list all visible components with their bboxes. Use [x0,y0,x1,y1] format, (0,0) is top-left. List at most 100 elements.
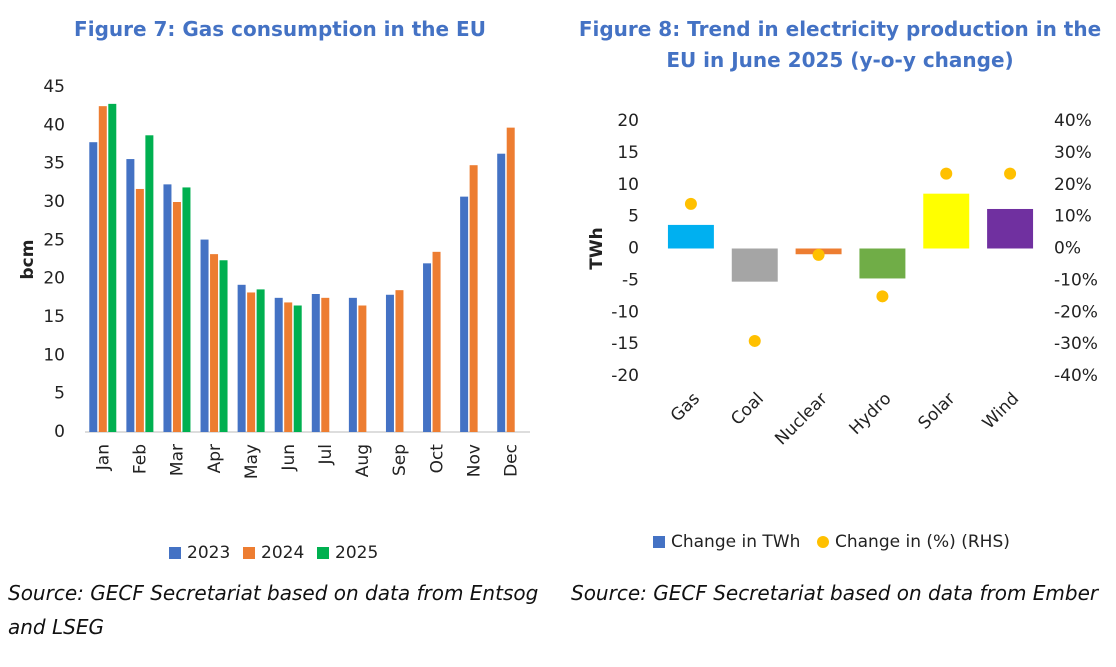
bar [135,188,144,432]
legend-marker [817,536,829,548]
y-tick-label: -10% [1054,270,1098,290]
bar [731,248,778,282]
y-tick-label: 5 [628,207,639,227]
y-tick-label: 15 [617,143,639,163]
bar [667,224,714,249]
point [876,290,889,303]
y-tick-label: 0% [1054,239,1081,259]
y-tick-label: -40% [1054,366,1098,386]
bar [284,302,293,432]
bar [395,290,404,432]
y-tick-label: 5 [54,384,65,404]
legend-label: 2023 [187,543,230,563]
bar [358,305,367,432]
bar [163,184,172,432]
bar [321,297,330,432]
bar [98,106,107,433]
x-tick-label: Jul [316,444,336,466]
source-note: Source: GECF Secretariat based on data f… [8,581,539,639]
x-tick-label: Coal [727,389,768,430]
point [812,248,825,261]
x-tick-label: May [242,444,262,479]
y-tick-label: 20% [1054,175,1092,195]
chart-title: Figure 8: Trend in electricity productio… [578,17,1102,72]
bar [274,297,283,432]
bar [506,127,515,432]
y-tick-label: 45 [43,77,65,97]
legend-marker [169,547,181,559]
y-tick-label: 35 [43,154,65,174]
bar [108,103,117,432]
bar [469,165,478,432]
y-tick-label: 10% [1054,207,1092,227]
x-tick-label: Wind [979,389,1023,433]
legend-marker [243,547,255,559]
bar [859,248,906,279]
point [748,334,761,347]
legend-label: 2025 [335,543,378,563]
bar [237,284,246,432]
y-tick-label: 10 [617,175,639,195]
bar [172,202,181,432]
y-tick-label: 30% [1054,143,1092,163]
x-tick-label: Gas [667,389,704,426]
bar [89,142,98,432]
x-tick-label: Sep [390,444,410,476]
x-tick-label: Nov [464,444,484,477]
y-tick-label: -10 [611,302,639,322]
x-tick-label: Feb [131,444,151,474]
y-tick-label: 40 [43,115,65,135]
legend-marker [317,547,329,559]
chart-title: Figure 7: Gas consumption in the EU [74,17,486,41]
x-tick-label: Oct [427,444,447,474]
y-tick-label: 30 [43,192,65,212]
x-tick-label: Mar [168,444,188,476]
x-tick-label: Jan [94,444,114,471]
x-tick-label: Hydro [846,389,896,439]
bar [311,294,320,432]
x-tick-label: Apr [205,444,225,473]
bar [182,187,191,432]
x-tick-label: Solar [915,389,960,434]
y-tick-label: 20 [43,269,65,289]
bar [126,159,135,433]
point [684,197,697,210]
bar [210,254,219,432]
bar [219,260,228,432]
y-tick-label: 0 [628,239,639,259]
source-note: Source: GECF Secretariat based on data f… [571,581,1099,605]
y-tick-label: -20 [611,366,639,386]
y-tick-label: -5 [622,270,639,290]
bar [987,208,1034,249]
x-tick-label: Nuclear [771,389,831,449]
y-tick-label: 25 [43,230,65,250]
point [1004,167,1017,180]
y-tick-label: 20 [617,111,639,131]
legend-label: 2024 [261,543,304,563]
bar [256,289,265,432]
y-axis-label: TWh [587,227,607,269]
y-tick-label: 15 [43,307,65,327]
legend-label: Change in (%) (RHS) [835,532,1010,552]
y-tick-label: -30% [1054,334,1098,354]
y-axis-label: bcm [18,240,38,280]
bar [432,251,441,432]
y-tick-label: -15 [611,334,639,354]
legend-label: Change in TWh [671,532,800,552]
x-tick-label: Dec [501,444,521,477]
bar [923,193,970,249]
x-tick-label: Aug [353,444,373,477]
y-tick-label: 40% [1054,111,1092,131]
bar [293,305,302,432]
point [940,167,953,180]
bar [385,294,394,432]
bar [200,239,209,432]
bar [497,153,506,432]
bar [348,297,357,432]
y-tick-label: 0 [54,422,65,442]
y-tick-label: 10 [43,345,65,365]
bar [247,292,256,432]
bar [460,196,469,432]
